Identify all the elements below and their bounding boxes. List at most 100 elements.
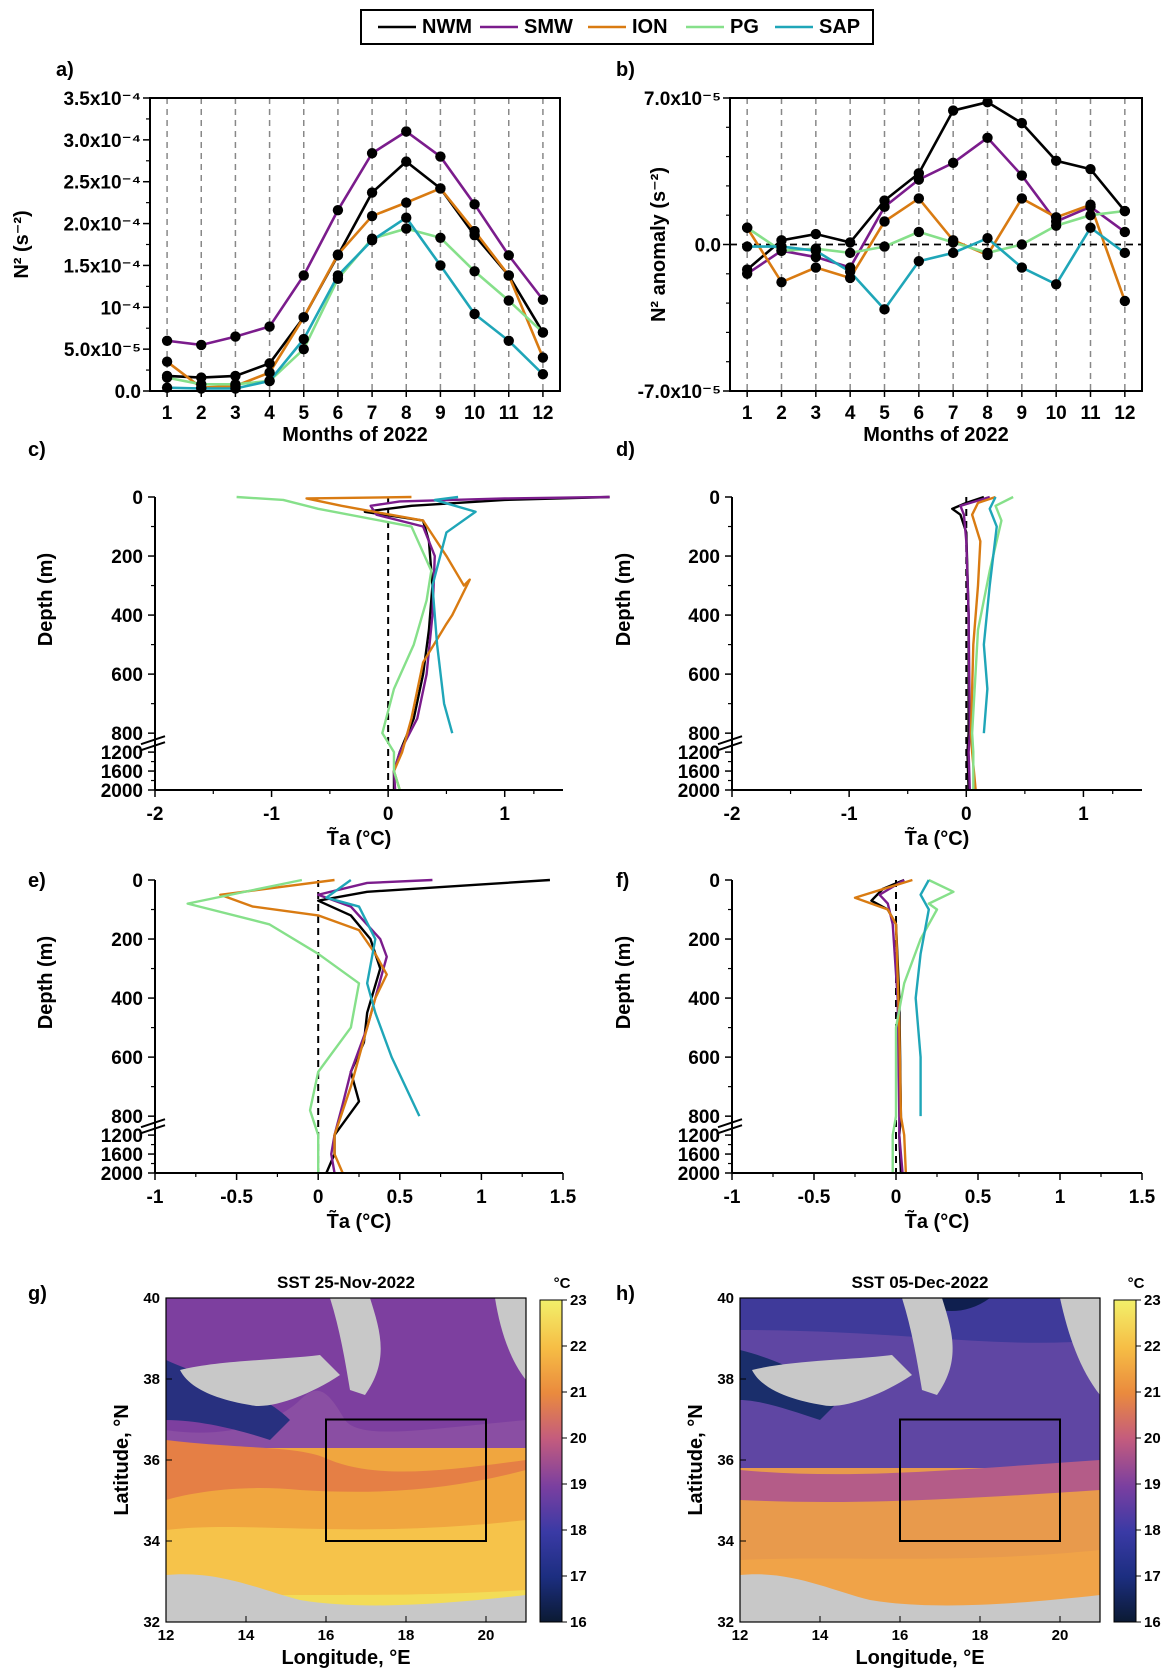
africa-land — [740, 1574, 1100, 1622]
map-title: SST 25-Nov-2022 — [277, 1273, 415, 1292]
data-point — [879, 304, 890, 315]
x-tick-label: 3 — [230, 403, 241, 424]
y-tick-label: 800 — [111, 724, 143, 745]
data-point — [810, 228, 822, 240]
data-point — [298, 343, 309, 355]
colorbar-tick-label: 20 — [1144, 1430, 1161, 1447]
profile-line-smw — [959, 495, 991, 791]
data-point — [1050, 212, 1062, 223]
y-tick-label: 600 — [111, 665, 143, 686]
data-point — [298, 312, 309, 323]
x-tick-label: 16 — [892, 1627, 909, 1644]
map-panel-g: SST 25-Nov-2022 12 14 16 18 20 32 34 36 38 40 Lon… — [111, 1273, 587, 1669]
data-point — [913, 256, 925, 267]
data-point — [161, 356, 173, 367]
profile-line-pg — [236, 495, 433, 791]
colorbar-unit: °C — [1128, 1275, 1145, 1292]
y-tick-label: 38 — [717, 1371, 734, 1388]
series-line-smw — [746, 136, 1126, 275]
data-point — [844, 247, 856, 259]
x-tick-label: 7 — [367, 403, 378, 424]
data-point — [264, 367, 275, 378]
x-tick-label: -2 — [147, 804, 164, 825]
y-tick-label: 38 — [143, 1371, 160, 1388]
greece-land — [1060, 1298, 1100, 1395]
panel-label-f: f) — [616, 870, 629, 892]
panel-label-a: a) — [56, 59, 74, 81]
data-point — [332, 204, 344, 216]
sst-field — [166, 1298, 526, 1622]
x-tick-label: 6 — [333, 403, 344, 424]
series-line-nwm — [746, 100, 1126, 271]
x-axis-label: Months of 2022 — [863, 424, 1009, 446]
colorbar-tick-label: 20 — [570, 1430, 587, 1447]
profile-line-smw — [878, 878, 905, 1174]
x-tick-label: 14 — [238, 1627, 255, 1644]
profile-line-pg — [186, 878, 361, 1173]
profile-line-nwm — [317, 878, 551, 1174]
x-tick-label: -1 — [841, 804, 858, 825]
profile-line-pg — [970, 495, 1014, 790]
x-tick-label: 18 — [398, 1627, 415, 1644]
data-point — [879, 216, 890, 227]
y-tick-label: 1600 — [678, 1145, 720, 1166]
africa-land — [166, 1574, 526, 1622]
data-point — [982, 96, 993, 108]
y-tick-label: 1200 — [678, 743, 720, 764]
data-point — [196, 339, 207, 351]
calabria-land — [330, 1298, 381, 1395]
data-point — [161, 372, 173, 383]
x-tick-label: 4 — [845, 403, 856, 424]
x-tick-label: 18 — [972, 1627, 989, 1644]
profile-line-nwm — [363, 495, 610, 790]
x-tick-label: 1 — [476, 1187, 487, 1208]
y-tick-label: 200 — [111, 930, 143, 951]
data-point — [1050, 155, 1062, 166]
data-point — [230, 370, 241, 382]
data-point — [537, 352, 549, 363]
data-point — [1016, 170, 1028, 181]
y-axis-label: N² (s⁻²) — [11, 210, 33, 278]
x-axis-label: Months of 2022 — [282, 424, 428, 446]
study-area-box — [325, 1418, 487, 1542]
axis-break-mark — [717, 735, 743, 752]
greece-land — [495, 1298, 526, 1380]
x-tick-label: 14 — [812, 1627, 829, 1644]
x-tick-label: 1 — [742, 403, 753, 424]
data-point — [844, 237, 856, 248]
y-tick-label: 10⁻⁴ — [100, 298, 141, 319]
axis-break-mark — [140, 1118, 166, 1135]
data-point — [401, 223, 412, 234]
x-tick-label: 1 — [1078, 804, 1089, 825]
x-tick-label: -0.5 — [798, 1187, 831, 1208]
data-point — [537, 294, 549, 305]
data-point — [741, 222, 753, 233]
y-tick-label: 36 — [717, 1452, 734, 1469]
data-point — [1085, 210, 1096, 221]
map-panel-h: SST 05-Dec-2022 12 14 16 18 20 32 34 36 38 40 Lon… — [685, 1273, 1161, 1669]
x-tick-label: -0.5 — [220, 1187, 253, 1208]
data-point — [469, 225, 480, 237]
y-tick-label: 2000 — [678, 781, 720, 802]
y-tick-label: 800 — [688, 724, 720, 745]
profile-line-sap — [325, 879, 421, 1117]
y-tick-label: 2000 — [101, 1164, 143, 1185]
data-point — [435, 232, 446, 244]
data-point — [1085, 163, 1096, 175]
y-tick-label: 5.0x10⁻⁵ — [64, 340, 141, 361]
chart-panel-b: 1 2 3 4 5 6 7 8 9 10 11 12-7.0x10⁻⁵0.07.0x10⁻⁵Month… — [638, 89, 1143, 446]
x-tick-label: 5 — [879, 403, 890, 424]
x-tick-label: 5 — [298, 403, 309, 424]
x-tick-label: -2 — [724, 804, 741, 825]
map-xlabel: Longitude, °E — [281, 1647, 410, 1669]
data-point — [264, 358, 275, 369]
y-tick-label: 400 — [111, 989, 143, 1010]
data-point — [298, 270, 309, 281]
x-tick-label: 10 — [464, 403, 485, 424]
x-axis-label: T̃a (°C) — [905, 826, 970, 850]
x-tick-label: 20 — [1052, 1627, 1069, 1644]
profile-line-smw — [369, 495, 610, 791]
profile-line-sap — [431, 495, 477, 734]
y-tick-label: 0.0 — [695, 236, 721, 257]
